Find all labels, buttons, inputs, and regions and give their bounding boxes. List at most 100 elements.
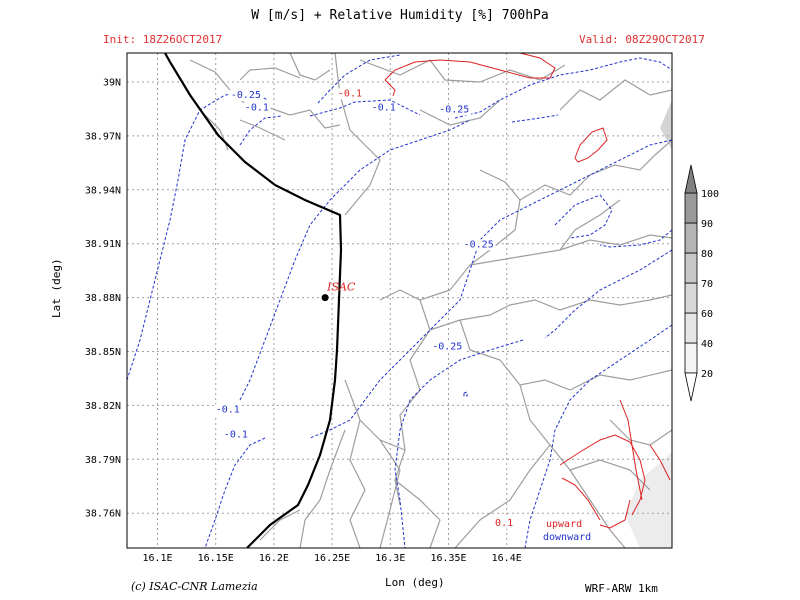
colorbar-segment <box>684 222 698 254</box>
downward-contours <box>127 54 672 548</box>
contour-value-label: -0.1 <box>224 430 248 441</box>
contour-value-label: -0.25 <box>439 105 469 116</box>
contour-value-label: -0.25 <box>231 90 261 101</box>
w-contour-line <box>544 249 672 339</box>
colorbar-bottom-arrow <box>684 372 698 402</box>
w-contour-line <box>619 399 643 501</box>
w-contour-line <box>463 391 468 397</box>
contour-label-bg <box>437 104 472 116</box>
w-contour-line <box>384 53 556 81</box>
y-tick-label: 39N <box>103 78 121 89</box>
w-contour-line <box>649 444 671 481</box>
contour-label-bg <box>242 102 271 114</box>
terrain-line <box>394 479 441 548</box>
legend-upward: upward <box>546 519 582 530</box>
colorbar-level-label: 100 <box>701 189 719 200</box>
x-tick-label: 16.4E <box>492 553 522 564</box>
isac-station-label: ISAC <box>326 281 356 294</box>
colorbar-level-label: 40 <box>701 339 713 350</box>
y-tick-label: 38.76N <box>85 509 121 520</box>
w-contour-line <box>384 79 396 97</box>
contour-value-label: -0.1 <box>245 103 269 114</box>
terrain-line <box>394 299 431 506</box>
humidity-shading <box>625 100 672 548</box>
terrain-line <box>289 53 331 81</box>
contour-value-label: 0.1 <box>495 518 513 529</box>
y-tick-label: 38.85N <box>85 347 121 358</box>
humidity-patch <box>660 100 672 150</box>
plot-frame <box>126 52 673 549</box>
terrain-line <box>239 119 286 141</box>
upward-contours <box>384 53 671 529</box>
x-tick-labels: 16.1E 16.15E 16.2E 16.25E 16.3E 16.35E 16.4E <box>142 553 521 564</box>
w-contour-line <box>554 194 613 239</box>
contour-labels: -0.25 -0.1 -0.1 -0.1 -0.25 -0.25 -0.25 -0.1 -0.1… <box>213 88 515 529</box>
coastline <box>164 53 343 548</box>
x-tick-label: 16.3E <box>375 553 405 564</box>
w-contour-line <box>309 99 421 117</box>
y-tick-label: 38.94N <box>85 185 121 196</box>
terrain-line <box>609 419 672 446</box>
colorbar-level-label: 20 <box>701 369 713 380</box>
x-tick-label: 16.2E <box>259 553 289 564</box>
terrain-line <box>349 419 366 548</box>
x-tick-label: 16.15E <box>198 553 234 564</box>
terrain-line <box>519 139 672 201</box>
w-contour-line <box>239 115 283 146</box>
contour-label-bg <box>461 239 496 251</box>
y-tick-label: 38.97N <box>85 131 121 142</box>
terrain-line <box>379 439 401 548</box>
w-contour-line <box>239 119 471 401</box>
colorbar-segment <box>684 342 698 374</box>
y-tick-label: 38.88N <box>85 293 121 304</box>
w-contour-line <box>599 499 631 529</box>
y-tick-label: 38.82N <box>85 401 121 412</box>
init-time: Init: 18Z26OCT2017 <box>103 33 223 46</box>
terrain-line <box>299 429 346 548</box>
legend-downward: downward <box>543 532 591 543</box>
colorbar-level-label: 70 <box>701 279 713 290</box>
contour-label-bg <box>493 517 515 529</box>
x-axis-label: Lon (deg) <box>385 576 445 589</box>
humidity-patch <box>625 452 672 548</box>
x-tick-label: 16.35E <box>430 553 466 564</box>
y-tick-labels: 39N 38.97N 38.94N 38.91N 38.88N 38.85N 38.82N 3… <box>85 78 121 520</box>
contour-label-bg <box>369 102 398 114</box>
colorbar-segment <box>684 312 698 344</box>
terrain-line <box>559 79 672 111</box>
contour-label-bg <box>221 429 250 441</box>
w-contour-line <box>574 127 608 163</box>
model-footer: WRF-ARW 1km <box>585 582 658 595</box>
terrain-line <box>379 289 451 301</box>
contour-label-bg <box>213 404 242 416</box>
colorbar-segment <box>684 282 698 314</box>
w-contour-line <box>561 477 601 521</box>
humidity-colorbar: 20 40 60 70 80 90 100 <box>684 164 719 402</box>
colorbar-level-label: 90 <box>701 219 713 230</box>
contour-value-label: -0.1 <box>372 103 396 114</box>
x-tick-label: 16.1E <box>142 553 172 564</box>
terrain-line <box>259 509 301 541</box>
terrain-line <box>454 444 551 548</box>
colorbar-level-label: 80 <box>701 249 713 260</box>
copyright-footer: (c) ISAC-CNR Lamezia <box>131 580 258 593</box>
isac-station-dot <box>321 294 329 302</box>
terrain-line <box>569 459 651 491</box>
w-contour-line <box>309 139 672 439</box>
colorbar-top-arrow <box>684 164 698 194</box>
terrain-line <box>459 319 672 391</box>
terrain-line <box>559 199 621 251</box>
contour-value-label: -0.25 <box>432 342 462 353</box>
map-title: W [m/s] + Relative Humidity [%] 700hPa <box>251 8 549 23</box>
w-contour-line <box>454 57 672 119</box>
y-tick-label: 38.79N <box>85 455 121 466</box>
valid-time: Valid: 08Z29OCT2017 <box>579 33 705 46</box>
colorbar-segment <box>684 192 698 224</box>
terrain-line <box>239 67 301 81</box>
contour-value-label: -0.1 <box>216 405 240 416</box>
terrain-line <box>429 294 672 331</box>
contour-label-bg <box>228 90 263 102</box>
contour-value-label: -0.25 <box>464 239 494 250</box>
contour-value-label: -0.1 <box>338 88 362 99</box>
